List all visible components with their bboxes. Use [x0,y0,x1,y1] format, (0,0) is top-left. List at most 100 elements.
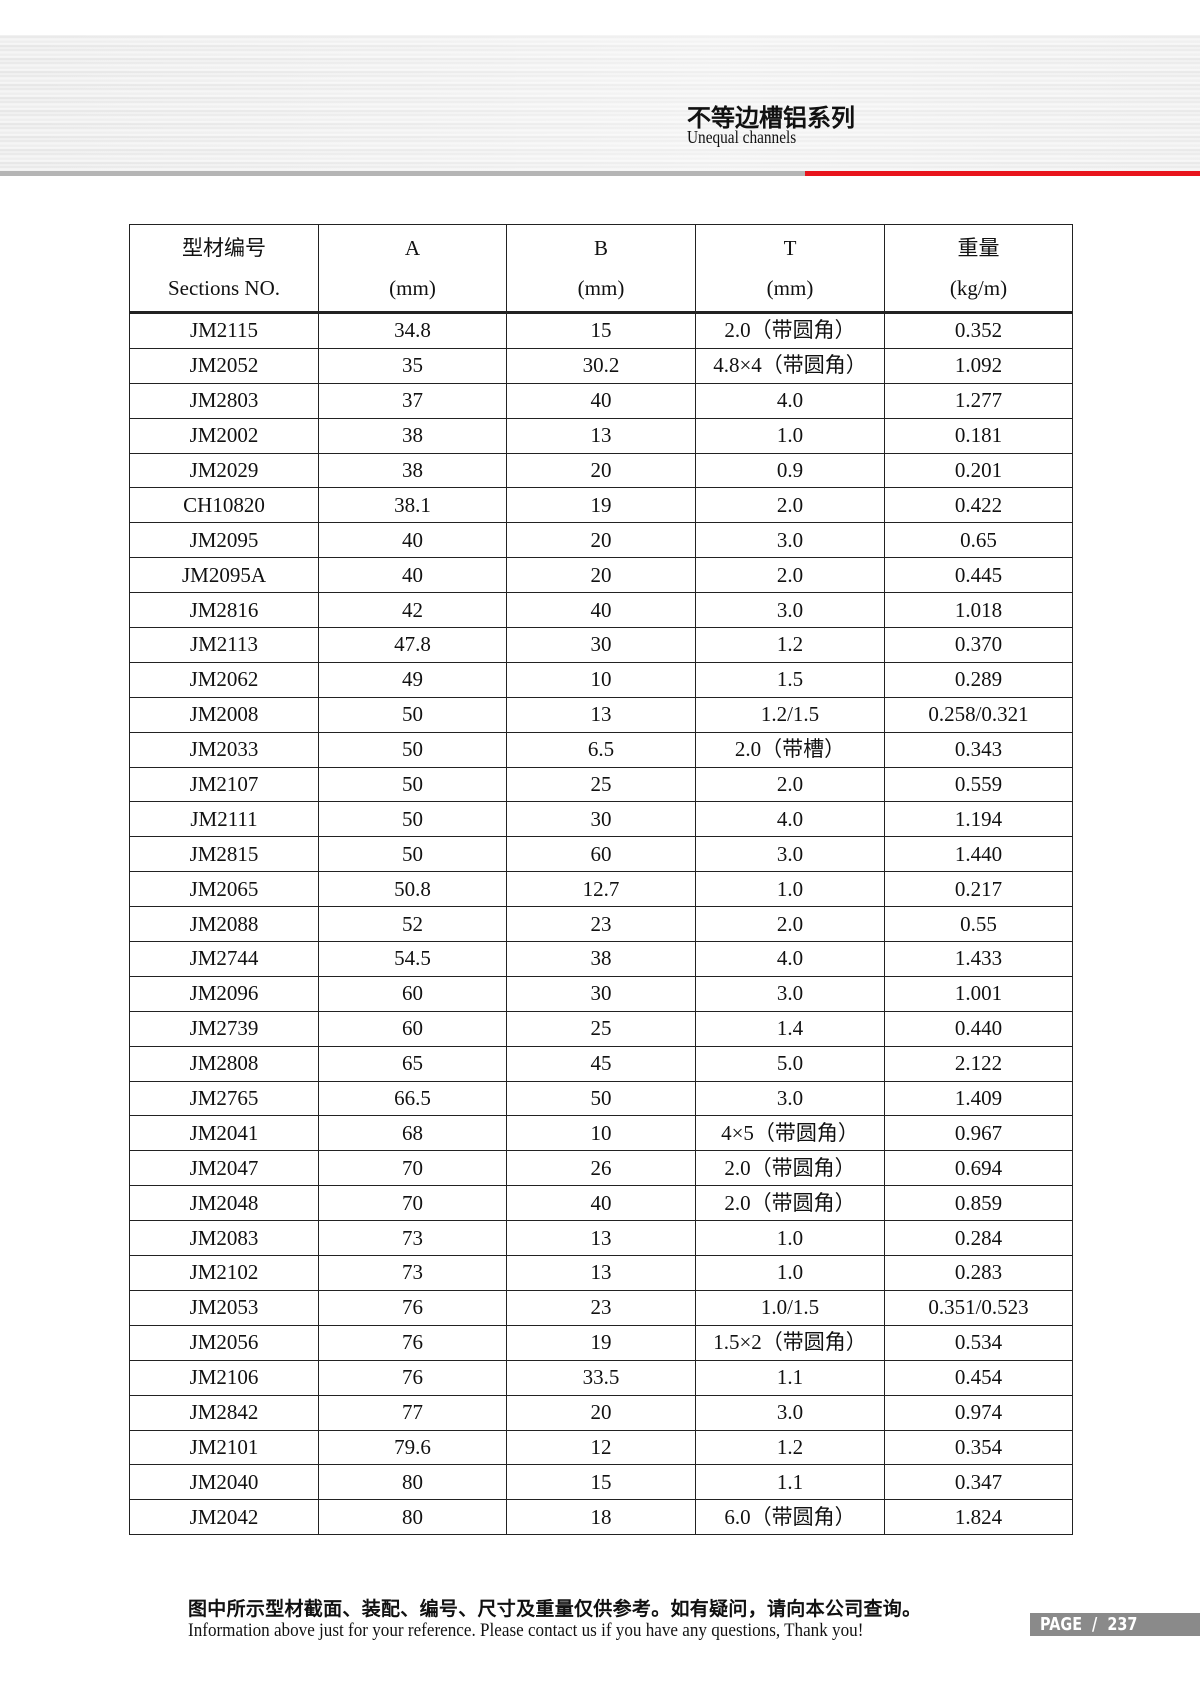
table-cell: 1.2 [695,627,885,663]
table-cell: 13 [506,696,696,733]
column-header: 型材编号 Sections NO. [129,224,319,313]
table-cell: 0.454 [884,1359,1073,1396]
table-cell: 38.1 [318,487,507,524]
table-row: JM2052 35 30.2 4.8×4（带圆角） 1.092 [129,347,1073,384]
table-row: JM2095A 40 20 2.0 0.445 [129,557,1073,594]
table-cell: 4.0 [695,801,885,838]
table-cell: 2.0（带圆角） [695,312,885,349]
table-cell: JM2065 [129,871,319,908]
table-row: JM2739 60 25 1.4 0.440 [129,1010,1073,1047]
column-header-en: Sections NO. [168,276,280,300]
table-cell: 42 [318,592,507,629]
table-cell: 30.2 [506,347,696,384]
table-cell: JM2048 [129,1185,319,1222]
table-cell: JM2808 [129,1045,319,1082]
table-cell: JM2102 [129,1255,319,1291]
table-cell: 30 [506,975,696,1012]
column-header-en: (kg/m) [949,276,1008,300]
table-cell: 13 [506,417,696,454]
table-cell: 1.1 [695,1464,885,1501]
page-number: PAGE / 237 [1040,1614,1138,1635]
table-cell: 3.0 [695,592,885,629]
table-cell: 80 [318,1464,507,1501]
table-cell: JM2107 [129,766,319,803]
table-cell: 25 [506,1010,696,1047]
table-cell: JM2040 [129,1464,319,1501]
table-cell: JM2739 [129,1010,319,1047]
table-cell: JM2113 [129,627,319,663]
table-cell: 0.181 [884,417,1073,454]
table-cell: JM2008 [129,696,319,733]
table-cell: JM2106 [129,1359,319,1396]
table-cell: 76 [318,1289,507,1326]
footer-note-cn: 图中所示型材截面、装配、编号、尺寸及重量仅供参考。如有疑问，请向本公司查询。 [188,1598,922,1620]
table-cell: 54.5 [318,941,507,977]
table-cell: 0.534 [884,1324,1073,1361]
table-row: JM2048 70 40 2.0（带圆角） 0.859 [129,1185,1073,1222]
table-cell: 1.001 [884,975,1073,1012]
table-cell: 2.0 [695,487,885,524]
table-cell: 3.0 [695,1080,885,1117]
column-header-cn: 型材编号 [182,236,266,260]
table-cell: 70 [318,1150,507,1187]
table-cell: JM2047 [129,1150,319,1187]
table-cell: 6.5 [506,731,696,768]
table-cell: 15 [506,312,696,349]
table-cell: JM2803 [129,382,319,419]
table-cell: 2.0（带圆角） [695,1150,885,1187]
table-cell: 2.0（带槽） [695,731,885,768]
table-cell: 25 [506,766,696,803]
table-row: JM2062 49 10 1.5 0.289 [129,661,1073,698]
table-cell: JM2111 [129,801,319,838]
table-row: JM2088 52 23 2.0 0.55 [129,906,1073,943]
column-header-cn: T [783,236,797,260]
table-row: JM2815 50 60 3.0 1.440 [129,836,1073,873]
table-cell: 40 [506,592,696,629]
table-cell: 23 [506,906,696,943]
table-cell: 40 [318,522,507,559]
table-row: JM2765 66.5 50 3.0 1.409 [129,1080,1073,1117]
table-cell: 0.217 [884,871,1073,908]
table-cell: 50 [318,731,507,768]
table-cell: 1.0/1.5 [695,1289,885,1326]
table-cell: 26 [506,1150,696,1187]
table-row: JM2042 80 18 6.0（带圆角） 1.824 [129,1499,1073,1536]
table-cell: 47.8 [318,627,507,663]
sections-table: 型材编号 Sections NO. A (mm) B (mm) T (mm) 重量 (kg/m) … [129,224,1073,1536]
table-cell: 45 [506,1045,696,1082]
column-header: 重量 (kg/m) [884,224,1073,313]
table-cell: 0.440 [884,1010,1073,1047]
column-header: B (mm) [506,224,696,313]
table-cell: 12 [506,1429,696,1466]
table-cell: 0.284 [884,1220,1073,1257]
table-cell: JM2033 [129,731,319,768]
table-cell: 50 [318,801,507,838]
table-cell: 0.343 [884,731,1073,768]
column-header-en: (mm) [389,276,436,300]
table-cell: 10 [506,1115,696,1152]
table-cell: 1.194 [884,801,1073,838]
header-divider-grey [0,171,805,176]
table-cell: 0.354 [884,1429,1073,1466]
table-cell: 35 [318,347,507,384]
table-cell: JM2042 [129,1499,319,1536]
table-cell: 20 [506,1394,696,1431]
table-cell: JM2096 [129,975,319,1012]
column-header-en: (mm) [577,276,625,300]
table-cell: CH10820 [129,487,319,524]
table-cell: JM2029 [129,452,319,489]
table-cell: 1.0 [695,1255,885,1291]
table-cell: JM2052 [129,347,319,384]
table-cell: 2.0 [695,906,885,943]
table-cell: 1.092 [884,347,1073,384]
table-cell: 50 [318,696,507,733]
table-row: JM2041 68 10 4×5（带圆角） 0.967 [129,1115,1073,1152]
table-cell: 1.440 [884,836,1073,873]
table-cell: 20 [506,522,696,559]
table-row: JM2816 42 40 3.0 1.018 [129,592,1073,629]
table-cell: 0.974 [884,1394,1073,1431]
footer-note-en: Information above just for your referenc… [188,1620,864,1641]
table-cell: 52 [318,906,507,943]
table-row: JM2744 54.5 38 4.0 1.433 [129,941,1073,977]
table-row: JM2065 50.8 12.7 1.0 0.217 [129,871,1073,908]
